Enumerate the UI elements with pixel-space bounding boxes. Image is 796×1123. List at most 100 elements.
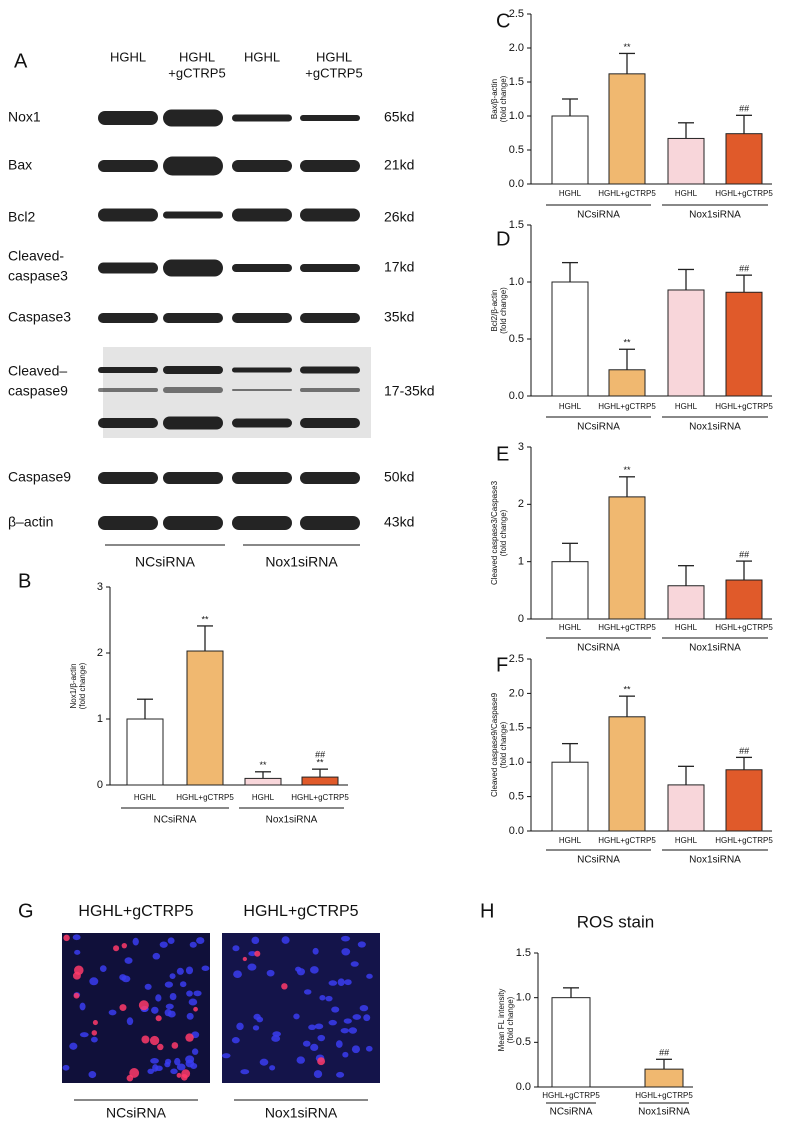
ros-signal — [74, 965, 84, 976]
y-axis-label: Bax/β-actin — [490, 79, 499, 119]
y-axis-label: (fold change) — [499, 721, 508, 768]
nucleus — [350, 961, 359, 967]
nucleus — [308, 1024, 316, 1031]
y-tick-label: 2.5 — [509, 653, 524, 665]
protein-label: Cleaved– — [8, 363, 67, 379]
panel-letter: D — [496, 228, 510, 250]
group-label: NCsiRNA — [577, 210, 620, 221]
blot-band — [232, 516, 292, 530]
blot-band — [232, 160, 292, 172]
nucleus — [179, 981, 187, 988]
group-label: NCsiRNA — [154, 815, 197, 826]
group-label: Nox1siRNA — [266, 815, 318, 826]
protein-label: caspase3 — [8, 268, 68, 284]
nucleus — [174, 1057, 181, 1066]
group-label: NCsiRNA — [577, 643, 620, 654]
x-tick-label: HGHL+gCTRP5 — [715, 402, 773, 411]
blot-band — [163, 156, 223, 176]
nucleus — [169, 973, 176, 979]
blot-band — [163, 472, 223, 484]
x-tick-label: HGHL+gCTRP5 — [715, 836, 773, 845]
lane-label: HGHL — [316, 49, 352, 64]
nucleus — [189, 941, 197, 948]
nucleus — [293, 1013, 300, 1020]
x-tick-label: HGHL — [134, 793, 157, 802]
nucleus — [74, 949, 81, 955]
bar — [186, 650, 224, 786]
nucleus — [233, 970, 242, 979]
nucleus — [266, 969, 275, 977]
group-label: NCsiRNA — [550, 1107, 593, 1118]
significance: ## — [739, 264, 750, 274]
nucleus — [336, 1071, 345, 1078]
y-tick-label: 1.0 — [509, 276, 524, 288]
bar — [667, 585, 705, 620]
ros-signal — [92, 1020, 98, 1026]
nucleus — [196, 937, 205, 944]
x-tick-label: HGHL+gCTRP5 — [542, 1091, 600, 1100]
size-label: 65kd — [384, 109, 414, 125]
panel-letter: H — [480, 900, 494, 922]
nucleus — [79, 1032, 89, 1038]
x-tick-label: HGHL — [559, 836, 582, 845]
y-axis-label: Bcl2/β-actin — [490, 290, 499, 332]
blot-band — [98, 472, 158, 484]
blot-band — [300, 516, 360, 530]
significance: ** — [201, 614, 209, 624]
x-tick-label: HGHL+gCTRP5 — [176, 793, 234, 802]
nucleus — [193, 990, 202, 997]
nucleus — [176, 1063, 186, 1071]
nucleus — [108, 1009, 117, 1016]
bar — [608, 73, 646, 185]
bar — [126, 718, 164, 786]
nucleus — [147, 1068, 154, 1074]
blot-band — [98, 367, 158, 373]
ros-signal — [176, 1072, 182, 1078]
nucleus — [313, 1070, 323, 1079]
group-label: Nox1siRNA — [689, 855, 741, 866]
ros-signal — [63, 934, 70, 942]
bar — [551, 561, 589, 620]
x-tick-label: HGHL+gCTRP5 — [291, 793, 349, 802]
blot-band — [232, 264, 292, 272]
y-tick-label: 0.5 — [509, 333, 524, 345]
bar — [551, 115, 589, 185]
nucleus — [352, 1014, 362, 1020]
panel-letter: E — [496, 443, 509, 465]
group-label: Nox1siRNA — [265, 1105, 338, 1121]
nucleus — [248, 951, 257, 957]
x-tick-label: HGHL+gCTRP5 — [635, 1091, 693, 1100]
nucleus — [126, 1017, 134, 1026]
panel-letter: A — [14, 50, 28, 72]
lane-label: HGHL — [179, 49, 215, 64]
blot-band — [300, 366, 360, 374]
y-axis-label: (fold change) — [78, 662, 87, 709]
nucleus — [340, 1028, 350, 1034]
bar — [725, 133, 763, 185]
panel-letter: G — [18, 900, 34, 922]
image-label: HGHL+gCTRP5 — [78, 903, 193, 920]
ros-signal — [73, 992, 80, 999]
blot-band — [300, 472, 360, 484]
bar — [551, 761, 589, 832]
significance: ** — [623, 685, 631, 695]
x-tick-label: HGHL+gCTRP5 — [715, 189, 773, 198]
ros-signal — [149, 1035, 160, 1046]
ros-signal — [157, 1043, 164, 1051]
blot-band — [163, 313, 223, 323]
blot-band — [232, 114, 292, 122]
bar — [667, 137, 705, 185]
nucleus — [152, 1064, 159, 1072]
group-label: NCsiRNA — [106, 1105, 167, 1121]
blot-band — [232, 367, 292, 373]
size-label: 43kd — [384, 514, 414, 530]
y-axis-label: Cleaved caspase9/Caspase9 — [490, 692, 499, 797]
nucleus — [348, 1027, 358, 1034]
ros-signal — [113, 945, 120, 952]
blot-band — [98, 160, 158, 172]
y-tick-label: 1 — [97, 713, 103, 725]
nucleus — [342, 1051, 349, 1058]
nucleus — [302, 1040, 311, 1047]
blot-band — [232, 418, 292, 428]
protein-label: Cleaved- — [8, 248, 64, 264]
